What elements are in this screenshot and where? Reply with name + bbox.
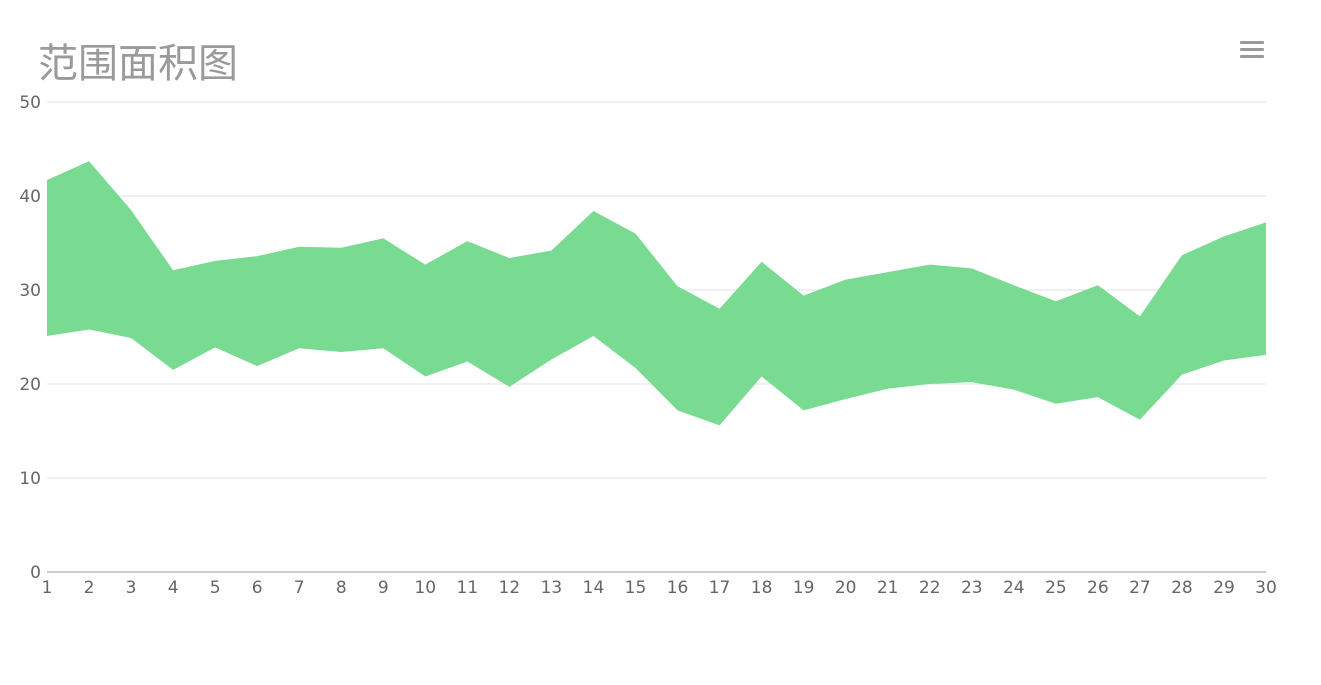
x-tick-label: 19 xyxy=(793,578,815,598)
x-tick-label: 9 xyxy=(378,578,389,598)
x-tick-label: 6 xyxy=(252,578,263,598)
x-tick-label: 8 xyxy=(336,578,347,598)
x-tick-label: 30 xyxy=(1255,578,1277,598)
range-area[interactable] xyxy=(47,161,1266,426)
x-tick-label: 28 xyxy=(1171,578,1193,598)
chart-title: 范围面积图 xyxy=(38,41,238,87)
y-tick-label: 40 xyxy=(19,187,41,207)
x-tick-label: 21 xyxy=(877,578,899,598)
x-tick-label: 27 xyxy=(1129,578,1151,598)
x-tick-label: 22 xyxy=(919,578,941,598)
y-tick-label: 0 xyxy=(30,563,41,583)
x-tick-label: 24 xyxy=(1003,578,1025,598)
x-tick-label: 15 xyxy=(625,578,647,598)
x-tick-label: 10 xyxy=(414,578,436,598)
x-tick-label: 26 xyxy=(1087,578,1109,598)
x-tick-label: 20 xyxy=(835,578,857,598)
hamburger-menu-icon-bar-top xyxy=(1240,41,1264,44)
x-tick-label: 12 xyxy=(499,578,521,598)
x-tick-label: 18 xyxy=(751,578,773,598)
x-tick-label: 14 xyxy=(583,578,605,598)
x-tick-label: 4 xyxy=(168,578,179,598)
hamburger-menu-icon-bar-middle xyxy=(1240,48,1264,51)
y-tick-label: 20 xyxy=(19,375,41,395)
x-tick-label: 23 xyxy=(961,578,983,598)
x-tick-label: 16 xyxy=(667,578,689,598)
x-tick-label: 7 xyxy=(294,578,305,598)
area-series xyxy=(47,161,1266,426)
x-tick-label: 13 xyxy=(541,578,563,598)
hamburger-menu-icon-bar-bottom xyxy=(1240,55,1264,58)
x-tick-label: 11 xyxy=(457,578,479,598)
x-tick-label: 29 xyxy=(1213,578,1235,598)
y-tick-label: 10 xyxy=(19,469,41,489)
x-tick-label: 2 xyxy=(84,578,95,598)
x-tick-label: 3 xyxy=(126,578,137,598)
x-tick-label: 1 xyxy=(42,578,53,598)
y-tick-label: 50 xyxy=(19,93,41,113)
chart-menu-button[interactable] xyxy=(1236,38,1266,64)
y-tick-label: 30 xyxy=(19,281,41,301)
x-tick-label: 5 xyxy=(210,578,221,598)
x-tick-label: 17 xyxy=(709,578,731,598)
x-tick-label: 25 xyxy=(1045,578,1067,598)
